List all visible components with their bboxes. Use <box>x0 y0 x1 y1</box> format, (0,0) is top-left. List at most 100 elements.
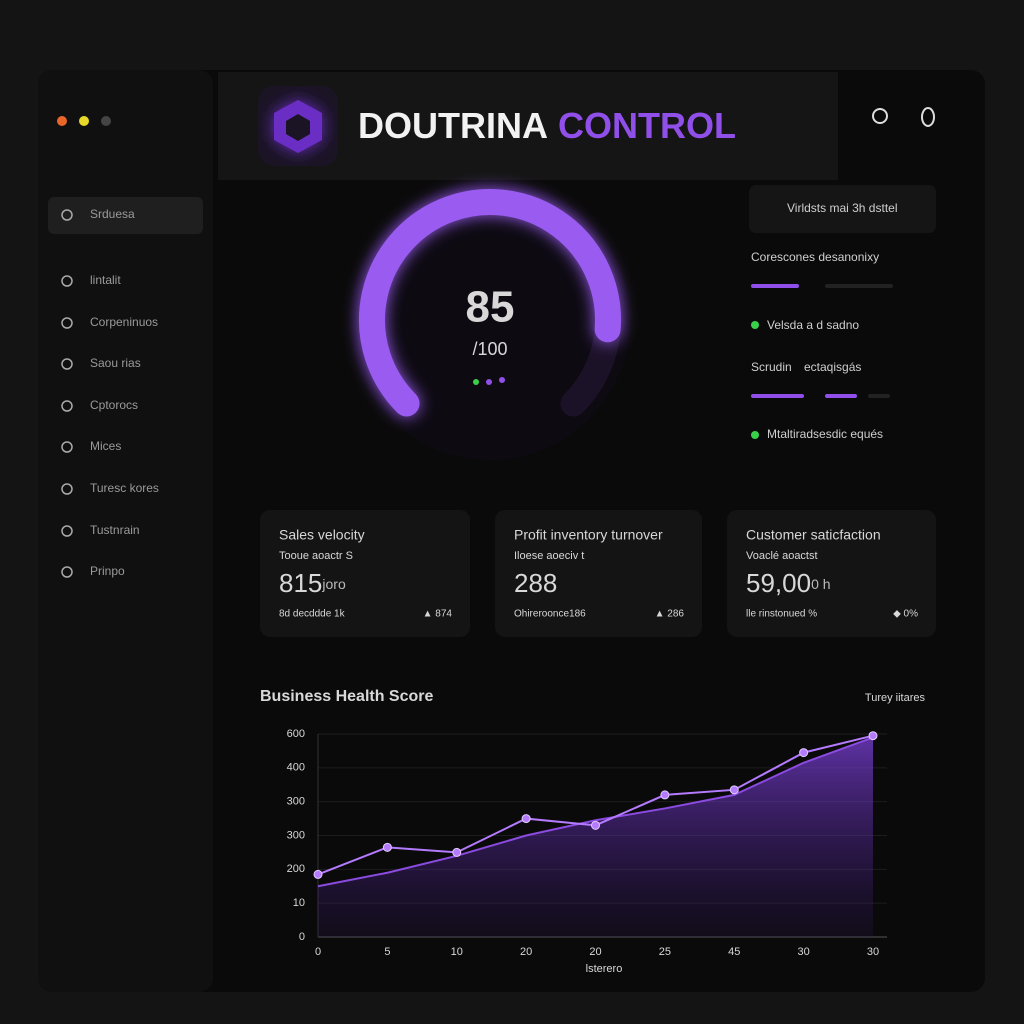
card-change: ▲ 874 <box>423 609 453 620</box>
progress <box>751 284 799 288</box>
card-subtitle: Tooue aoactr S <box>279 550 353 562</box>
area <box>318 737 873 937</box>
card-unit: joro <box>321 576 346 592</box>
card-title: Profit inventory turnover <box>514 527 663 543</box>
x-tick-label: 45 <box>728 946 740 958</box>
dot <box>486 379 492 385</box>
status-text: Velsda a d sadno <box>767 318 859 332</box>
x-tick-label: 30 <box>798 946 810 958</box>
gauge <box>350 180 630 460</box>
active-item <box>48 197 203 234</box>
y-tick-label: 400 <box>287 762 305 774</box>
menu-icon <box>61 483 73 495</box>
x-tick-label: 0 <box>315 946 321 958</box>
line <box>317 736 874 888</box>
sidebar-menu: Srduesa lintalit Corpeninuos Saou rias Cptor… <box>61 207 159 578</box>
card-subtitle: Iloese aoeciv t <box>514 550 584 562</box>
card-subtitle: Voaclé aoactst <box>746 550 818 562</box>
panel-label: Scrudin <box>751 360 792 374</box>
card-title: Customer saticfaction <box>746 527 881 543</box>
menu-item[interactable]: Srduesa <box>90 207 135 221</box>
menu-icon <box>61 209 73 221</box>
point <box>591 820 600 830</box>
point <box>729 785 739 795</box>
title-part: CONTROL <box>558 105 736 146</box>
x-tick-label: 5 <box>384 946 390 958</box>
point <box>868 731 878 741</box>
menu-icon <box>61 566 73 578</box>
card <box>260 510 470 637</box>
point <box>799 748 809 758</box>
y-tick-label: 600 <box>287 728 305 740</box>
card-change: ◆ 0% <box>893 609 918 620</box>
window-dot <box>101 116 111 126</box>
chart-title: Business Health Score <box>260 688 434 705</box>
card-title: Sales velocity <box>279 527 365 543</box>
x-tick-label: 20 <box>520 946 532 958</box>
gauge-arc <box>359 189 621 417</box>
chart: 0 10 200 300 300 400 600 0 5 10 20 20 25 45 30 30 <box>287 728 887 958</box>
menu-item[interactable]: Prinpo <box>90 564 125 578</box>
title: DOUTRINA CONTROL <box>358 105 736 146</box>
status-dot <box>751 431 759 439</box>
menu-item[interactable]: Mices <box>90 439 121 453</box>
card <box>495 510 702 637</box>
card-footer: 8d decddde 1k <box>279 609 346 620</box>
point <box>382 842 392 852</box>
card-number: 815 <box>279 568 322 598</box>
card-change: ▲ 286 <box>655 609 685 620</box>
dot <box>473 379 479 385</box>
x-tick-label: 30 <box>867 946 879 958</box>
logo-icon-inner <box>286 114 310 141</box>
y-tick-label: 200 <box>287 863 305 875</box>
menu-item[interactable]: Tustnrain <box>90 523 140 537</box>
menu-item[interactable]: Corpeninuos <box>90 315 158 329</box>
gauge-bg <box>350 180 630 460</box>
menu-icon <box>61 358 73 370</box>
status-text: Mtaltiradsesdic equés <box>767 427 883 441</box>
menu-item[interactable]: Turesc kores <box>90 481 159 495</box>
dot <box>499 377 505 383</box>
x-tick-label: 25 <box>659 946 671 958</box>
sidebar <box>38 70 213 992</box>
menu-icon <box>61 400 73 412</box>
panel-value: ectaqisgás <box>804 360 861 374</box>
card-number: 59,00 <box>746 568 811 598</box>
y-tick-label: 10 <box>293 897 305 909</box>
search-icon[interactable] <box>872 108 888 124</box>
card <box>727 510 936 637</box>
card-value: 288 <box>514 568 557 598</box>
menu-item[interactable]: lintalit <box>90 273 121 287</box>
title-part: DOUTRINA <box>358 105 548 146</box>
x-tick-label: 10 <box>451 946 463 958</box>
y-tick-label: 300 <box>287 829 305 841</box>
point <box>521 814 531 824</box>
panel-label: Corescones desanonixy <box>751 250 879 264</box>
y-tick-label: 0 <box>299 931 305 943</box>
window-dot <box>57 116 67 126</box>
menu-icon <box>61 317 73 329</box>
progress-track <box>825 284 893 288</box>
action-button[interactable] <box>749 185 936 233</box>
menu-item[interactable]: Saou rias <box>90 356 141 370</box>
x-axis-title: lsterero <box>586 963 623 975</box>
window-dot <box>79 116 89 126</box>
menu-icon <box>61 275 73 287</box>
point <box>660 790 670 800</box>
x-tick-label: 20 <box>589 946 601 958</box>
card-footer: lle rinstonued % <box>746 609 817 620</box>
menu-icon <box>61 525 73 537</box>
user-icon[interactable] <box>921 107 935 127</box>
button-label[interactable]: Virldsts mai 3h dsttel <box>787 201 898 215</box>
cards: Sales velocity Tooue aoactr S 815joro 8d de… <box>260 510 936 637</box>
card-value: 815joro <box>279 568 346 598</box>
point <box>313 869 323 879</box>
gauge-value: 85 <box>466 283 515 332</box>
card-value: 59,000 h <box>746 568 831 598</box>
card-footer: Ohireroonce186 <box>514 609 586 620</box>
progress-track <box>868 394 890 398</box>
legend-entry: Turey iitares <box>865 692 926 704</box>
y-tick-label: 300 <box>287 796 305 808</box>
menu-item[interactable]: Cptorocs <box>90 398 138 412</box>
